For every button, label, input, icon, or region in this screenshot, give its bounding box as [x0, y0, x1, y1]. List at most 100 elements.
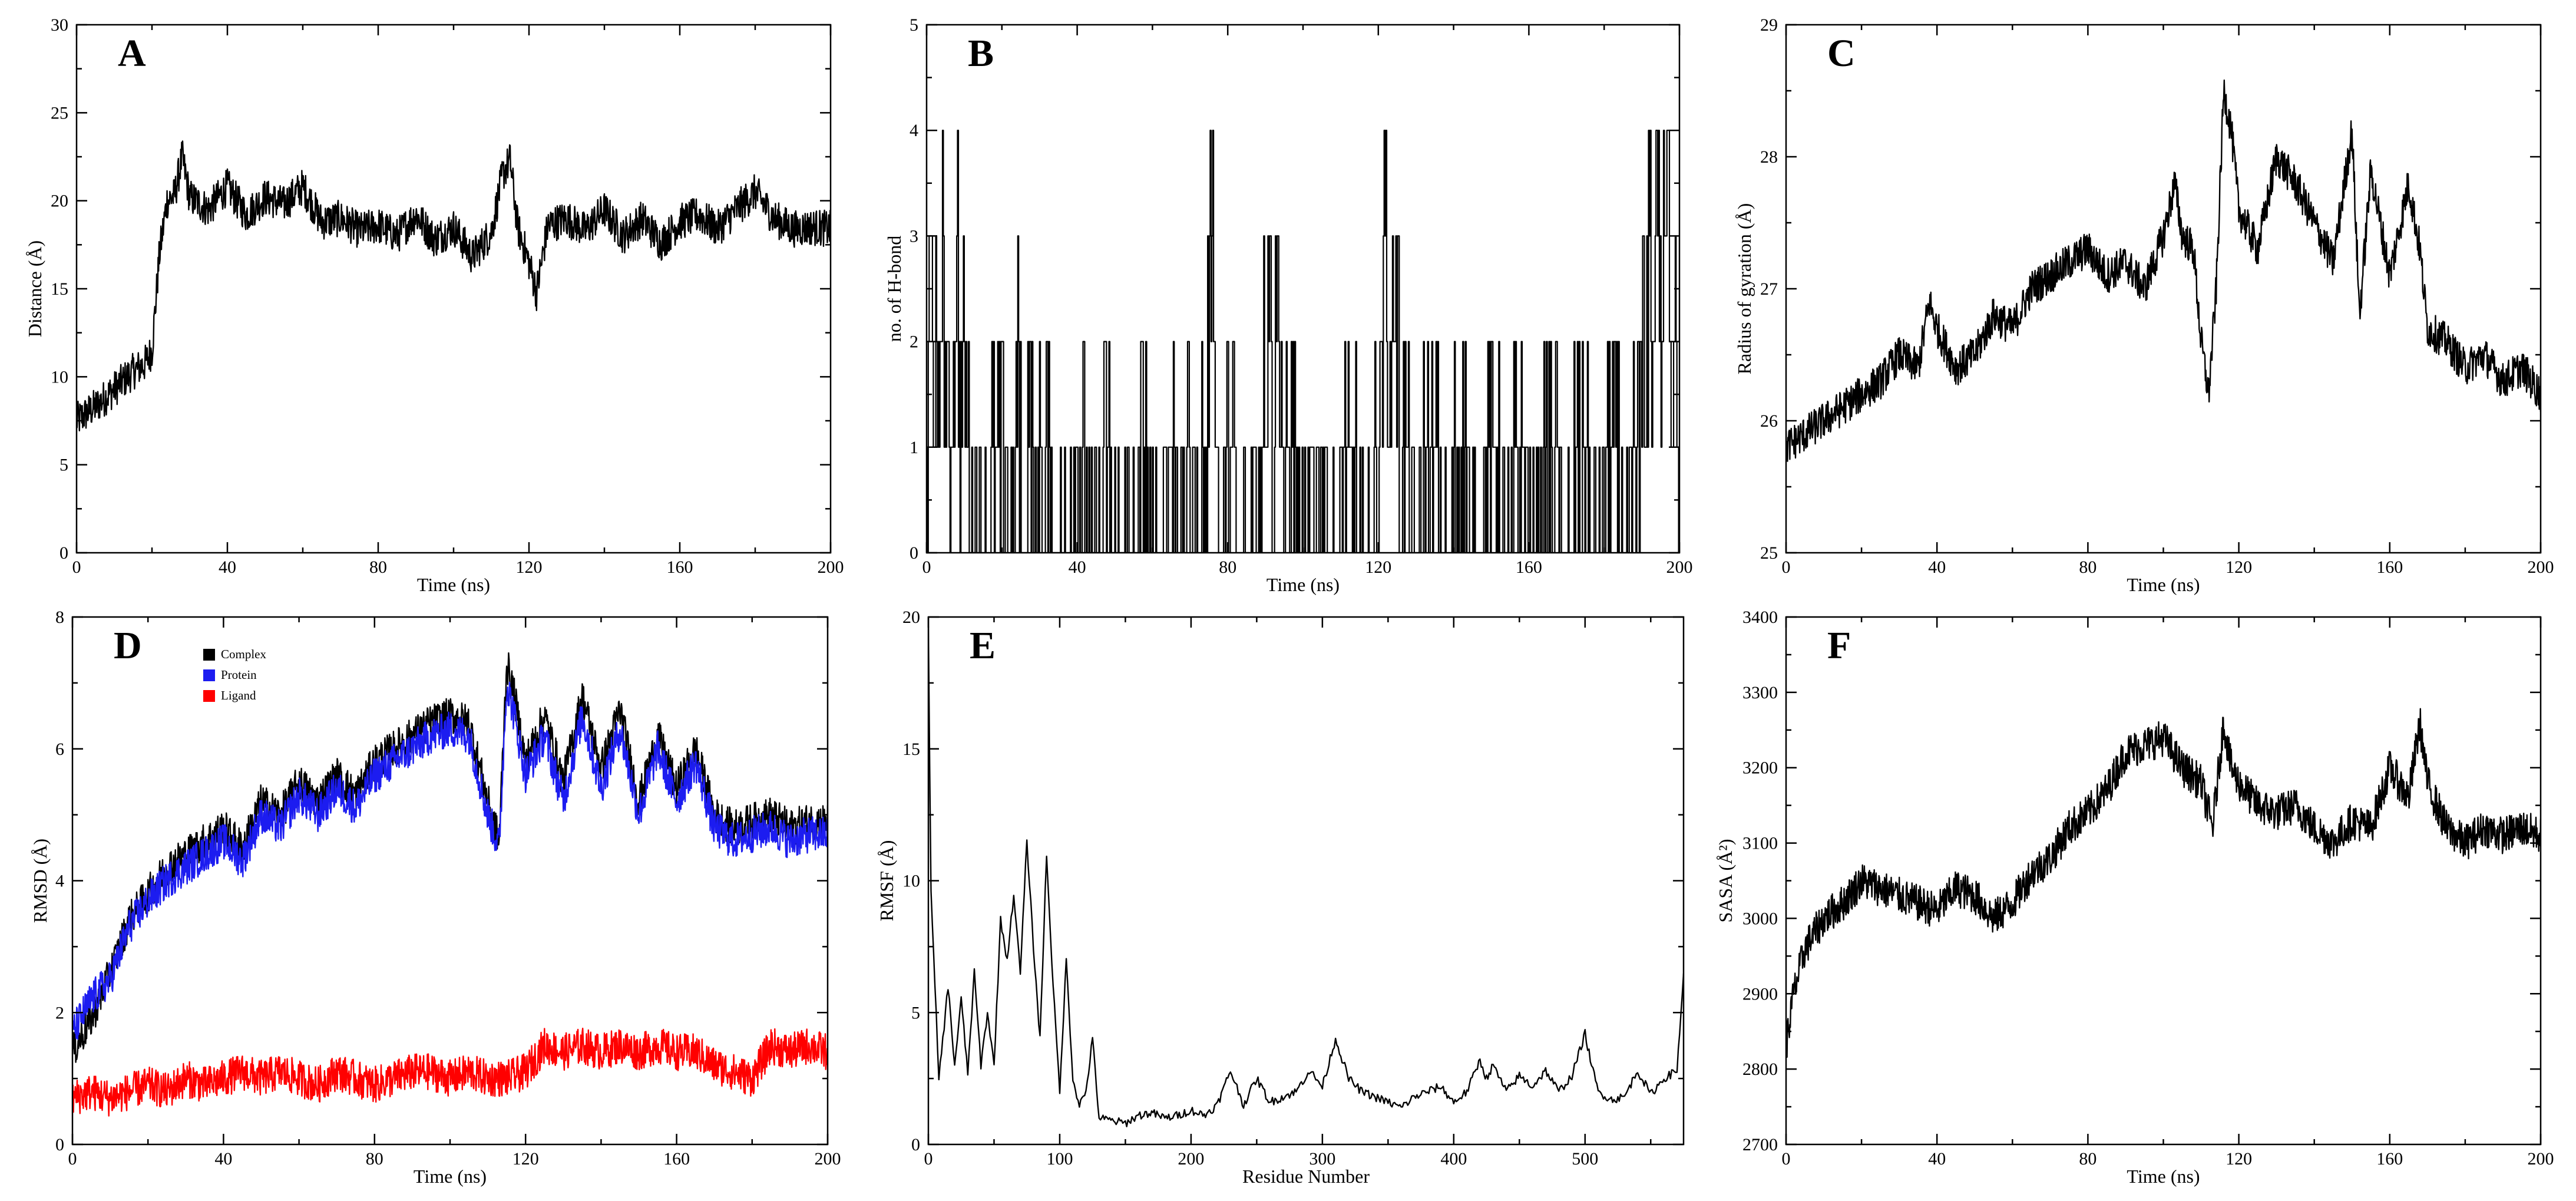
x-tick-label: 160 — [2376, 1149, 2403, 1169]
y-tick-label: 0 — [911, 1135, 920, 1154]
x-tick-label: 160 — [667, 557, 693, 577]
y-tick-label: 27 — [1760, 279, 1778, 299]
y-tick-label: 3200 — [1742, 758, 1778, 778]
x-tick-label: 80 — [1219, 557, 1236, 577]
x-tick-label: 40 — [214, 1149, 232, 1169]
y-axis-label: RMSF (Å) — [876, 840, 897, 922]
y-tick-label: 3400 — [1742, 608, 1778, 627]
y-tick-label: 15 — [902, 740, 920, 759]
x-tick-label: 400 — [1440, 1149, 1467, 1169]
x-tick-label: 200 — [818, 557, 844, 577]
x-tick-label: 40 — [1069, 557, 1086, 577]
panel-d: 0 40 80 120 160 200 0 2 4 6 8 Time (ns) RMSD (Å) D Com… — [29, 608, 841, 1187]
panel-c: 0 40 80 120 160 200 25 26 27 28 29 Time (ns) Radius … — [1734, 15, 2554, 595]
legend-label: Ligand — [221, 688, 256, 702]
panel-letter: A — [118, 32, 146, 75]
panel-a: 0 40 80 120 160 200 0 5 10 15 20 25 30 Time (ns) Dista… — [24, 15, 844, 595]
panel-letter: B — [968, 32, 994, 75]
y-tick-label: 15 — [51, 279, 68, 299]
panel-letter: E — [970, 624, 996, 667]
y-axis-label: RMSD (Å) — [29, 839, 51, 923]
y-tick-label: 2900 — [1742, 984, 1778, 1004]
x-axis-label: Time (ns) — [2127, 574, 2200, 595]
y-tick-label: 25 — [51, 103, 68, 123]
y-tick-label: 20 — [902, 608, 920, 627]
y-tick-label: 2 — [910, 332, 918, 352]
x-axis-label: Residue Number — [1242, 1166, 1370, 1187]
x-tick-label: 120 — [1365, 557, 1391, 577]
x-tick-label: 80 — [2079, 1149, 2096, 1169]
y-tick-label: 5 — [911, 1003, 920, 1022]
y-tick-label: 0 — [59, 543, 68, 563]
x-tick-label: 160 — [2376, 557, 2403, 577]
x-axis-label: Time (ns) — [2127, 1166, 2200, 1187]
plot-frame — [1785, 24, 2542, 554]
y-tick-label: 20 — [51, 192, 68, 211]
y-tick-label: 29 — [1760, 15, 1778, 35]
y-tick-label: 25 — [1760, 543, 1778, 563]
legend-label: Complex — [221, 647, 266, 661]
y-tick-label: 3000 — [1742, 909, 1778, 928]
y-tick-label: 3300 — [1742, 683, 1778, 702]
y-tick-label: 5 — [910, 15, 918, 35]
y-tick-label: 2 — [55, 1003, 64, 1022]
x-tick-label: 120 — [516, 557, 543, 577]
panel-b: 0 40 80 120 160 200 0 1 2 3 4 5 Time (ns) no. of H-bo… — [884, 15, 1693, 595]
x-tick-label: 120 — [2226, 1149, 2252, 1169]
x-tick-label: 0 — [68, 1149, 77, 1169]
x-tick-label: 80 — [369, 557, 387, 577]
series-line-ligand — [72, 1027, 828, 1117]
series-line-radius-of-gyration — [1786, 79, 2541, 462]
panel-e: 0 100 200 300 400 500 0 5 10 15 20 Residue Number RM… — [876, 608, 1685, 1187]
y-tick-label: 30 — [51, 15, 68, 35]
legend-label: Protein — [221, 668, 257, 682]
y-axis-label: Radius of gyration (Å) — [1734, 203, 1755, 375]
y-tick-label: 0 — [55, 1135, 64, 1154]
x-tick-label: 0 — [72, 557, 81, 577]
y-tick-label: 4 — [910, 121, 918, 140]
x-tick-label: 200 — [1666, 557, 1693, 577]
plot-frame — [75, 24, 832, 554]
legend-swatch — [203, 690, 215, 702]
y-tick-label: 8 — [55, 608, 64, 627]
y-tick-label: 0 — [910, 543, 918, 563]
x-tick-label: 500 — [1572, 1149, 1598, 1169]
x-axis-label: Time (ns) — [414, 1166, 487, 1187]
x-tick-label: 40 — [1928, 557, 1946, 577]
panel-letter: C — [1827, 32, 1856, 75]
x-tick-label: 160 — [1516, 557, 1542, 577]
x-tick-label: 0 — [1782, 1149, 1791, 1169]
x-tick-label: 200 — [2528, 1149, 2554, 1169]
x-tick-label: 40 — [219, 557, 236, 577]
series-line-protein — [72, 681, 828, 1040]
y-tick-label: 5 — [59, 456, 68, 475]
x-tick-label: 200 — [2528, 557, 2554, 577]
x-tick-label: 0 — [1782, 557, 1791, 577]
y-tick-label: 3100 — [1742, 834, 1778, 853]
x-tick-label: 0 — [924, 1149, 933, 1169]
y-tick-label: 1 — [910, 438, 918, 457]
series-line-sasa — [1786, 708, 2541, 1058]
x-tick-label: 80 — [366, 1149, 383, 1169]
y-tick-label: 2700 — [1742, 1135, 1778, 1154]
series-line-complex — [72, 652, 828, 1063]
x-tick-label: 200 — [1178, 1149, 1204, 1169]
y-axis-label: SASA (Å²) — [1715, 839, 1736, 922]
y-tick-label: 28 — [1760, 147, 1778, 167]
plot-frame — [927, 616, 1685, 1146]
y-tick-label: 3 — [910, 226, 918, 246]
panel-letter: F — [1827, 624, 1851, 667]
x-tick-label: 300 — [1309, 1149, 1335, 1169]
y-tick-label: 10 — [51, 367, 68, 387]
y-tick-label: 4 — [55, 872, 64, 891]
panel-letter: D — [114, 624, 142, 667]
legend-swatch — [203, 649, 215, 661]
series-line-h-bonds — [927, 130, 1679, 553]
x-tick-label: 40 — [1928, 1149, 1946, 1169]
legend: Complex Protein Ligand — [203, 647, 266, 702]
x-tick-label: 0 — [922, 557, 931, 577]
y-tick-label: 26 — [1760, 411, 1778, 431]
x-tick-label: 200 — [815, 1149, 841, 1169]
x-axis-label: Time (ns) — [1266, 574, 1340, 595]
